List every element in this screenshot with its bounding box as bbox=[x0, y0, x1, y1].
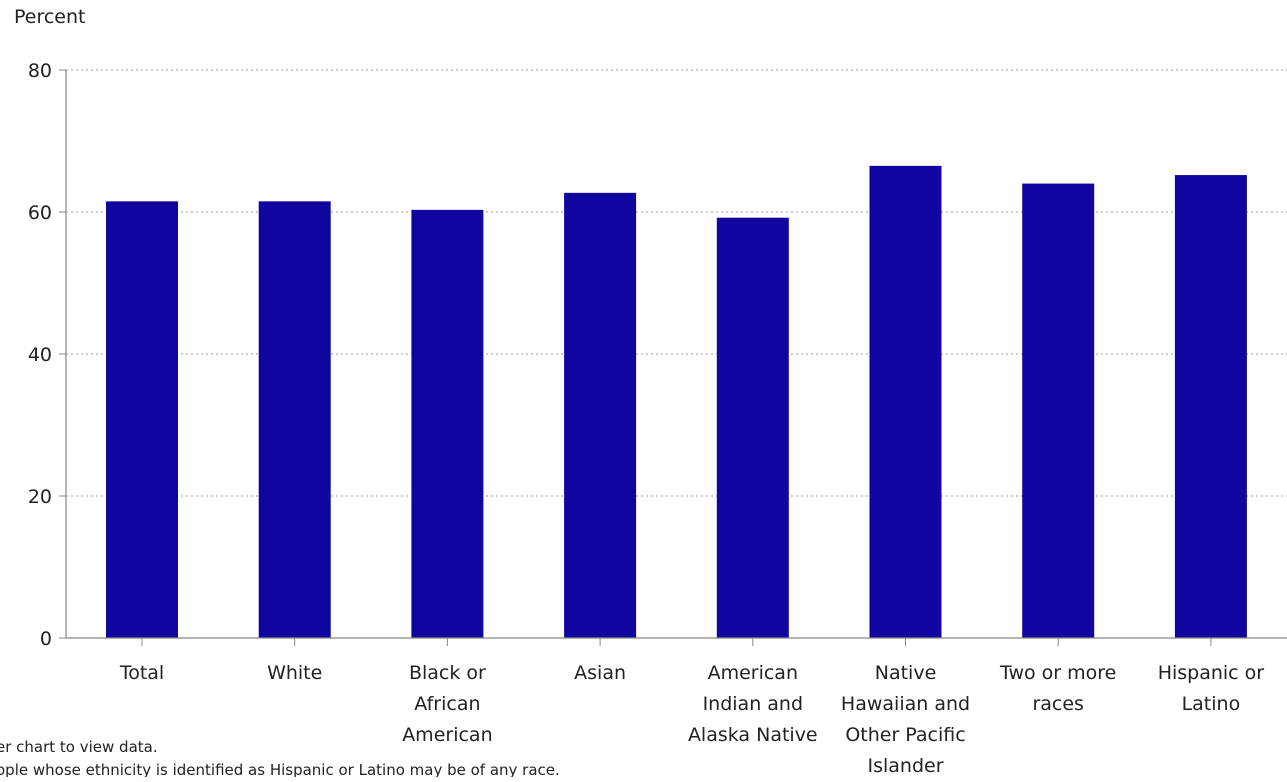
axes bbox=[59, 69, 1287, 646]
x-category-label-line: Alaska Native bbox=[688, 724, 818, 746]
x-category-labels: Total White Black or African American Asian Am… bbox=[119, 662, 1264, 777]
y-tick-labels: 0 20 40 60 80 bbox=[28, 60, 52, 650]
y-tick-label: 0 bbox=[40, 628, 52, 650]
x-category-label-line: American bbox=[402, 724, 492, 746]
bar[interactable] bbox=[716, 217, 789, 638]
note-line-2: ople whose ethnicity is identified as Hi… bbox=[0, 761, 560, 779]
x-category-label: Native Hawaiian and Other Pacific Islander bbox=[841, 662, 970, 777]
x-category-label: Black or African American bbox=[402, 662, 492, 746]
x-category-label-line: races bbox=[1032, 693, 1084, 715]
x-category-label: American Indian and Alaska Native bbox=[688, 662, 818, 746]
x-category-label-line: Islander bbox=[867, 755, 943, 777]
x-category-label: Asian bbox=[574, 662, 626, 684]
bars-group bbox=[106, 165, 1247, 638]
bar[interactable] bbox=[411, 209, 484, 638]
gridlines bbox=[66, 69, 1287, 497]
x-category-label: Hispanic or Latino bbox=[1158, 662, 1265, 715]
x-category-label: White bbox=[267, 662, 322, 684]
y-tick-label: 20 bbox=[28, 486, 52, 508]
chart-notes: er chart to view data. ople whose ethnic… bbox=[0, 736, 560, 782]
bar[interactable] bbox=[1174, 175, 1247, 638]
y-tick-label: 80 bbox=[28, 60, 52, 82]
y-tick-label: 60 bbox=[28, 202, 52, 224]
x-category-label-line: White bbox=[267, 662, 322, 684]
note-line-1: er chart to view data. bbox=[0, 738, 158, 756]
x-category-label-line: Total bbox=[119, 662, 164, 684]
x-category-label-line: Two or more bbox=[999, 662, 1116, 684]
bar[interactable] bbox=[1022, 183, 1095, 638]
x-category-label-line: Other Pacific bbox=[845, 724, 965, 746]
y-tick-label: 40 bbox=[28, 344, 52, 366]
bar[interactable] bbox=[258, 201, 331, 638]
x-category-label-line: Black or bbox=[409, 662, 486, 684]
y-axis-title: Percent bbox=[14, 6, 86, 28]
bar[interactable] bbox=[106, 201, 178, 638]
x-category-label-line: Indian and bbox=[703, 693, 803, 715]
x-category-label-line: Hispanic or bbox=[1158, 662, 1265, 684]
bar[interactable] bbox=[869, 165, 942, 638]
x-category-label-line: Native bbox=[875, 662, 937, 684]
x-category-label-line: Hawaiian and bbox=[841, 693, 970, 715]
x-category-label-line: African bbox=[414, 693, 480, 715]
x-category-label: Total bbox=[119, 662, 164, 684]
x-category-label-line: Latino bbox=[1182, 693, 1241, 715]
x-category-label: Two or more races bbox=[999, 662, 1116, 715]
bar[interactable] bbox=[564, 192, 637, 638]
x-category-label-line: Asian bbox=[574, 662, 626, 684]
x-category-label-line: American bbox=[708, 662, 798, 684]
